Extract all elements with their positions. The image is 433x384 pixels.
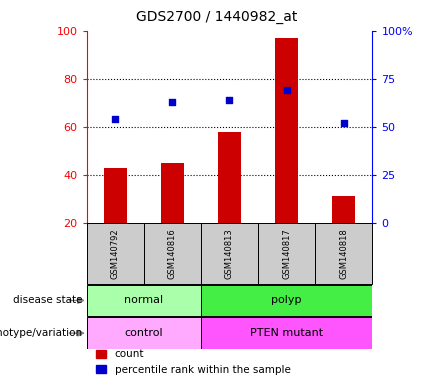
Bar: [201, 223, 258, 284]
Bar: [201, 318, 372, 349]
Bar: [218, 131, 241, 223]
Text: GDS2700 / 1440982_at: GDS2700 / 1440982_at: [136, 10, 297, 23]
Text: genotype/variation: genotype/variation: [0, 328, 82, 338]
Text: GSM140816: GSM140816: [168, 228, 177, 279]
Text: control: control: [124, 328, 163, 338]
Text: disease state: disease state: [13, 295, 82, 306]
Bar: [87, 223, 144, 284]
Point: [169, 99, 176, 105]
Text: normal: normal: [124, 295, 163, 306]
Point: [112, 116, 119, 122]
Bar: [333, 196, 355, 223]
Bar: [315, 223, 372, 284]
Bar: [258, 223, 315, 284]
Bar: [144, 223, 201, 284]
Bar: [87, 318, 201, 349]
Text: PTEN mutant: PTEN mutant: [250, 328, 323, 338]
Bar: [201, 285, 372, 316]
Bar: [104, 167, 126, 223]
Point: [226, 97, 233, 103]
Text: GSM140817: GSM140817: [282, 228, 291, 279]
Point: [340, 120, 347, 126]
Text: polyp: polyp: [271, 295, 302, 306]
Text: GSM140792: GSM140792: [111, 228, 120, 279]
Bar: [161, 163, 184, 223]
Text: GSM140813: GSM140813: [225, 228, 234, 279]
Point: [283, 87, 290, 93]
Bar: [275, 38, 298, 223]
Text: GSM140818: GSM140818: [339, 228, 348, 279]
Bar: [87, 285, 201, 316]
Legend: count, percentile rank within the sample: count, percentile rank within the sample: [92, 345, 295, 379]
